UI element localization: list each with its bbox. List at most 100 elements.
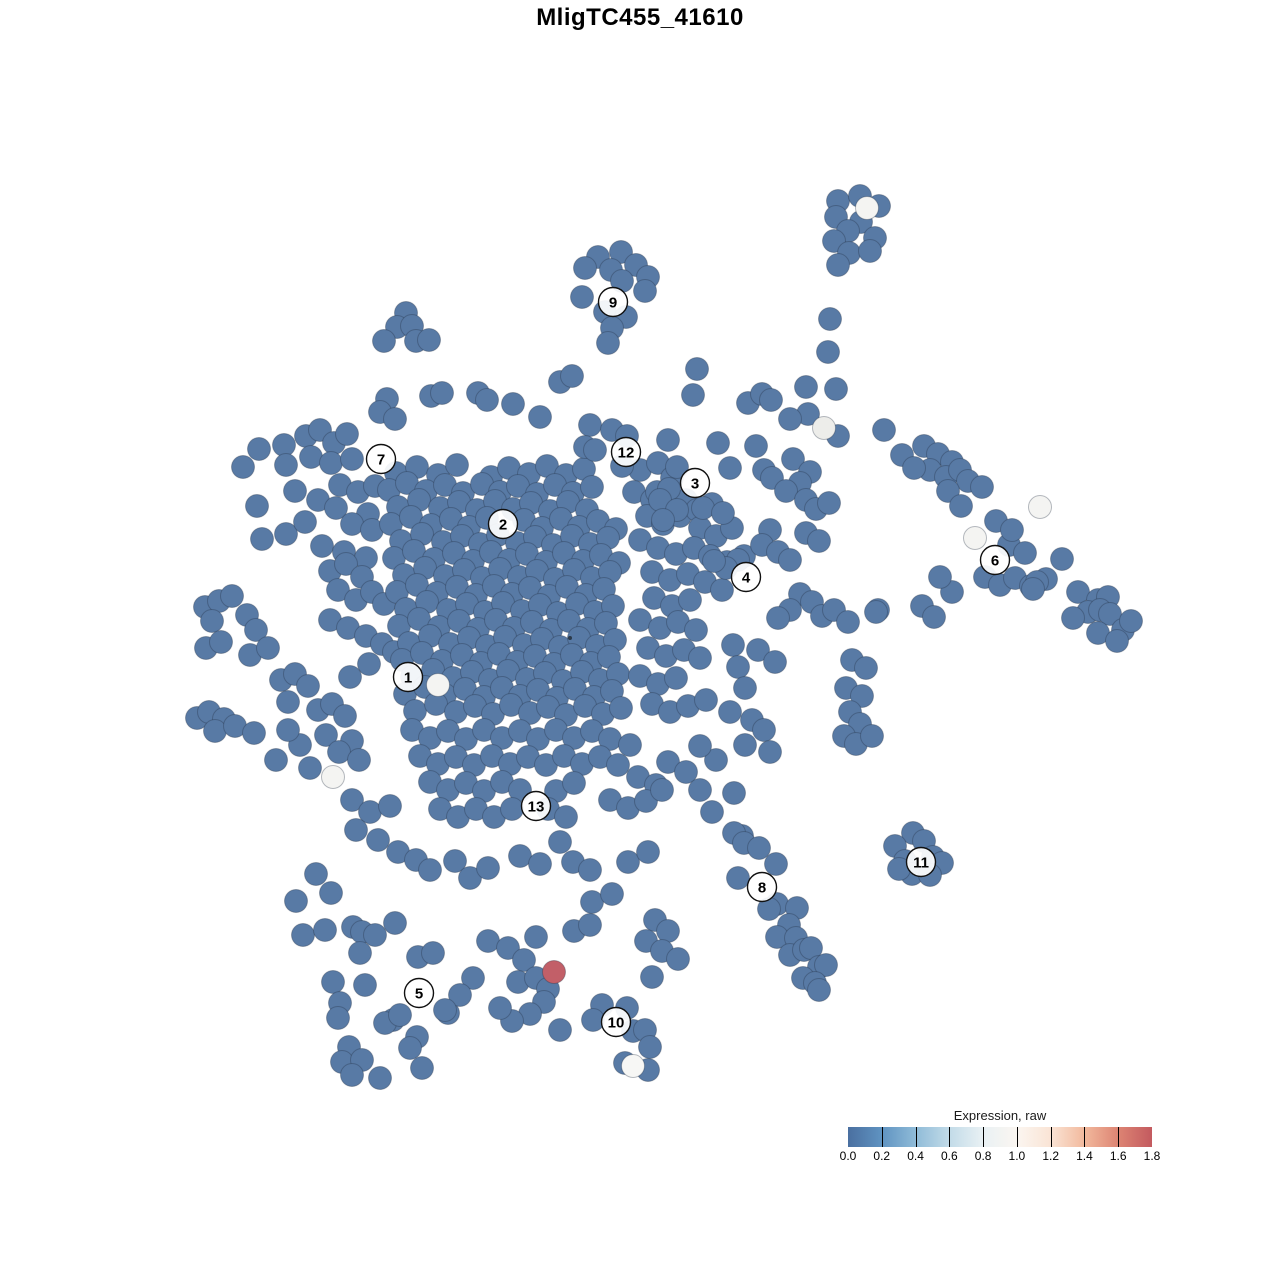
- cell-point: [816, 340, 840, 364]
- cell-point: [634, 789, 658, 813]
- cell-point: [298, 756, 322, 780]
- cell-point: [475, 388, 499, 412]
- legend-tick-label: 0.8: [974, 1149, 992, 1163]
- legend-tick-label: 1.6: [1109, 1149, 1127, 1163]
- cell-point: [774, 479, 798, 503]
- cell-point: [448, 983, 472, 1007]
- cell-point: [299, 445, 323, 469]
- cluster-label-number: 10: [608, 1015, 625, 1032]
- cell-point: [596, 331, 620, 355]
- legend-tick-label: 0.0: [839, 1149, 857, 1163]
- cell-point: [418, 858, 442, 882]
- legend-tick-label: 0.4: [907, 1149, 924, 1163]
- cell-point: [488, 996, 512, 1020]
- cell-point: [970, 475, 994, 499]
- cell-point: [651, 508, 675, 532]
- cell-point: [327, 740, 351, 764]
- cell-point: [850, 684, 874, 708]
- cell-point: [314, 723, 338, 747]
- cell-point: [580, 475, 604, 499]
- cell-point: [674, 760, 698, 784]
- cluster-label-number: 12: [618, 445, 635, 462]
- mid-expression-point: [855, 196, 879, 220]
- cell-point: [333, 704, 357, 728]
- cluster-label-circle: [520, 790, 552, 822]
- cell-point: [578, 913, 602, 937]
- cell-point: [276, 718, 300, 742]
- cell-point: [245, 494, 269, 518]
- cell-point: [357, 652, 381, 676]
- cell-point: [366, 828, 390, 852]
- cell-point: [548, 830, 572, 854]
- cluster-label-5: 5: [403, 977, 435, 1009]
- legend-tick-mark: [983, 1127, 985, 1147]
- cell-point: [854, 656, 878, 680]
- legend-tick-mark: [915, 1127, 917, 1147]
- cell-point: [718, 700, 742, 724]
- cell-point: [691, 496, 715, 520]
- legend-title: Expression, raw: [953, 1108, 1047, 1123]
- cell-point: [548, 1018, 572, 1042]
- cluster-label-circle: [597, 286, 629, 318]
- cell-point: [344, 818, 368, 842]
- legend-tick-label: 1.2: [1042, 1149, 1059, 1163]
- cell-point: [688, 778, 712, 802]
- cell-point: [858, 239, 882, 263]
- cluster-label-8: 8: [746, 871, 778, 903]
- cell-point: [291, 923, 315, 947]
- cell-point: [718, 456, 742, 480]
- cluster-label-circle: [392, 661, 424, 693]
- cell-point: [368, 1066, 392, 1090]
- expression-legend: Expression, raw 0.0 0.2 0.4 0.6 0.8 1.0 1.2 1.4…: [840, 1108, 1161, 1165]
- cell-point: [284, 889, 308, 913]
- mid-expression-point: [963, 526, 987, 550]
- cell-point: [421, 941, 445, 965]
- cell-point: [681, 383, 705, 407]
- cluster-label-circle: [403, 977, 435, 1009]
- figure-title: MligTC455_41610: [536, 4, 744, 31]
- cell-point: [310, 534, 334, 558]
- cell-point: [733, 733, 757, 757]
- cell-point: [650, 778, 674, 802]
- cell-point: [781, 447, 805, 471]
- cluster-label-9: 9: [597, 286, 629, 318]
- cell-point: [313, 918, 337, 942]
- cluster-label-circle: [365, 443, 397, 475]
- cell-point: [928, 565, 952, 589]
- cell-point: [247, 437, 271, 461]
- cluster-label-circle: [487, 508, 519, 540]
- cell-point: [722, 781, 746, 805]
- cell-point: [922, 605, 946, 629]
- cell-point: [398, 1036, 422, 1060]
- cell-point: [326, 578, 350, 602]
- cell-point: [864, 600, 888, 624]
- cell-point: [430, 381, 454, 405]
- cell-point: [628, 608, 652, 632]
- cell-point: [410, 1056, 434, 1080]
- legend-tick-mark: [1016, 1127, 1018, 1147]
- cell-point: [231, 455, 255, 479]
- cell-point: [274, 522, 298, 546]
- cell-point: [407, 607, 431, 631]
- cell-point: [324, 496, 348, 520]
- cell-point: [747, 836, 771, 860]
- cell-point: [616, 850, 640, 874]
- cell-point: [758, 740, 782, 764]
- cell-point: [633, 279, 657, 303]
- cell-point: [678, 588, 702, 612]
- cell-point: [326, 1006, 350, 1030]
- cell-point: [443, 849, 467, 873]
- cell-point: [445, 453, 469, 477]
- cell-point: [417, 328, 441, 352]
- cell-point: [656, 428, 680, 452]
- cell-point: [1021, 577, 1045, 601]
- cluster-label-2: 2: [487, 508, 519, 540]
- cell-point: [600, 882, 624, 906]
- cell-point: [242, 721, 266, 745]
- cell-point: [528, 405, 552, 429]
- cell-point: [817, 491, 841, 515]
- cell-point: [554, 805, 578, 829]
- cell-point: [562, 771, 586, 795]
- cluster-label-number: 5: [415, 986, 423, 1003]
